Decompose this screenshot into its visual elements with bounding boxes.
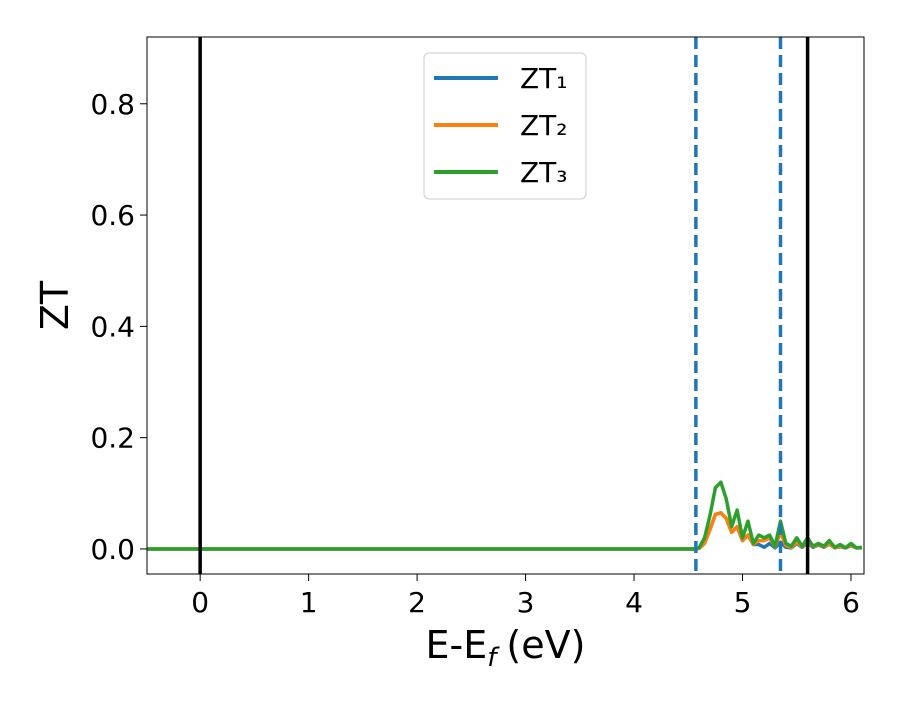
y-tick-label: 0.6 (90, 199, 135, 232)
y-tick-label: 0.8 (90, 88, 135, 121)
y-tick-label: 0.4 (90, 310, 135, 343)
x-tick-label: 6 (842, 586, 860, 619)
x-axis-label: E-Ef (eV) (426, 623, 586, 673)
x-tick-label: 5 (734, 586, 752, 619)
series-line (147, 480, 863, 551)
plot-area (147, 37, 863, 574)
x-tick-label: 2 (408, 586, 426, 619)
legend-label: ZT₂ (520, 109, 568, 142)
x-tick-label: 3 (517, 586, 535, 619)
legend-label: ZT₁ (520, 62, 568, 95)
x-tick-label: 4 (625, 586, 643, 619)
x-tick-label: 1 (300, 586, 318, 619)
y-axis-label: ZT (33, 280, 77, 330)
x-tick-label: 0 (191, 586, 209, 619)
legend-box (423, 52, 587, 200)
x-label-unit: (eV) (506, 623, 585, 667)
legend-label: ZT₃ (520, 156, 568, 189)
plot-frame (146, 36, 865, 575)
y-tick-label: 0.2 (90, 422, 135, 455)
x-label-main: E-E (426, 623, 488, 667)
y-tick-label: 0.0 (90, 533, 135, 566)
